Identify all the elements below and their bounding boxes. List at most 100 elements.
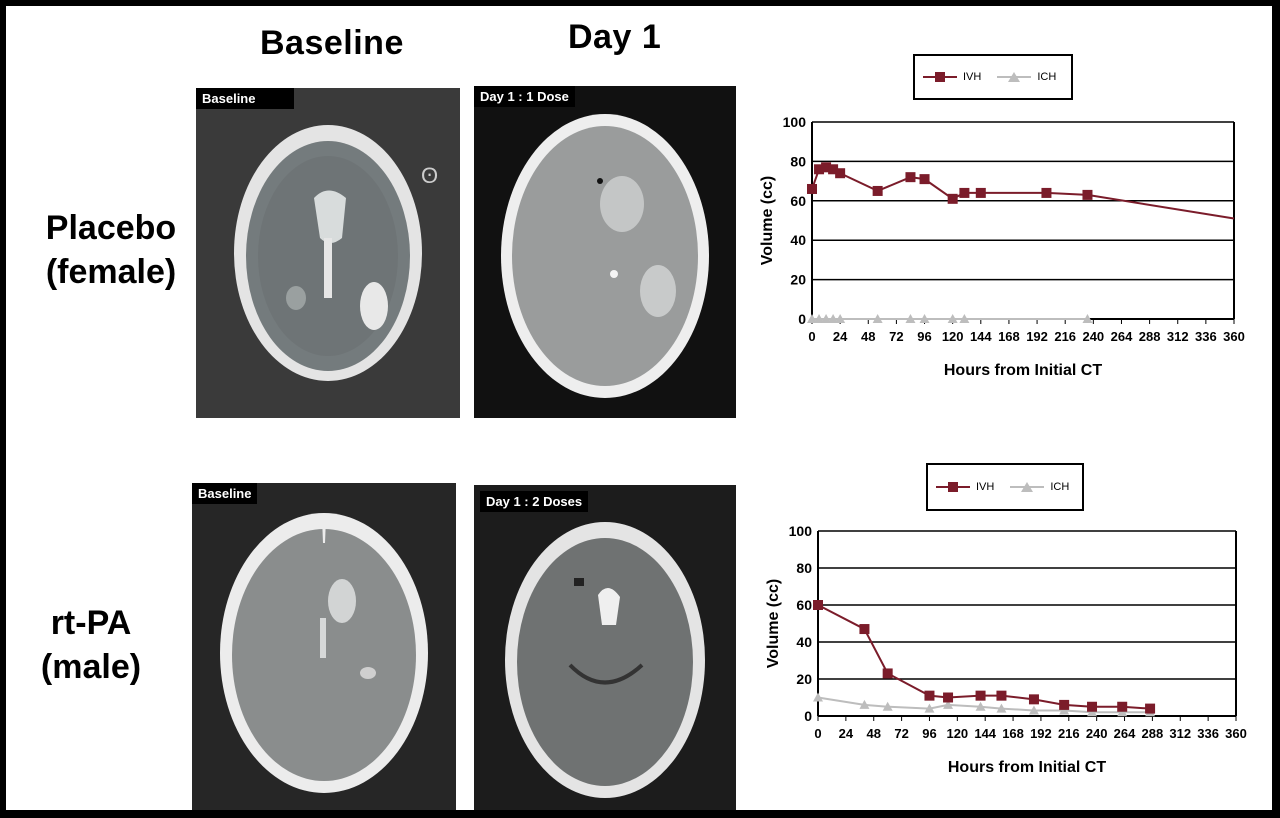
y-axis-title: Volume (cc) [765,579,782,669]
ct-image-rtpa-baseline [192,483,456,810]
xtick-label: 96 [917,329,931,344]
ich-point [1028,705,1039,715]
ich-point [813,692,823,702]
ich-point [872,314,883,323]
ytick-label: 20 [796,671,812,687]
ich-point [1087,707,1098,717]
ivh-point [814,164,825,175]
legend2-item-ivh: IVH [936,480,994,494]
xtick-label: 96 [922,726,936,741]
ivh-point [975,187,986,198]
xtick-label: 288 [1142,726,1164,741]
ich-point [1059,705,1070,715]
ich-point [919,314,930,323]
ct-image-placebo-baseline: ʘ [196,88,460,418]
xtick-label: 168 [1002,726,1024,741]
ivh-point [1041,187,1052,198]
ivh-point [872,185,883,196]
ytick-label: 40 [790,232,806,248]
xtick-label: 336 [1197,726,1219,741]
ivh-point [835,168,846,179]
chart-placebo: 0 20 40 60 80 100 0 24 48 72 96 120 144 168 192 216 240 2… [759,114,1245,379]
ivh-point [1082,189,1093,200]
ivh-point [859,624,870,635]
ytick-label: 20 [790,272,806,288]
ytick-label: 0 [804,708,812,724]
xtick-label: 120 [942,329,964,344]
scan-tag-rtpa-baseline: Baseline [192,483,258,504]
ivh-point [882,668,893,679]
ich-point [807,314,817,323]
chart-rtpa: 0 20 40 60 80 100 0 24 48 72 96 120 144 168 192 216 240 2… [765,523,1247,776]
row-label-rtpa-line1: rt-PA [50,604,132,642]
ytick-label: 100 [789,523,813,539]
ich-point [905,314,916,323]
row-label-placebo: Placebo (female) [26,206,196,294]
ct-scan-rtpa-day1: Day 1 : 2 Doses [474,485,736,810]
ich-point [882,701,893,711]
xtick-label: 72 [889,329,903,344]
legend-ivh-label: IVH [963,71,982,83]
ivh-point [947,193,958,204]
legend-ich-label: ICH [1037,71,1057,83]
ct-scan-rtpa-baseline: Baseline [192,483,456,810]
row-label-placebo-line1: Placebo [45,209,177,247]
scan-tag-placebo-baseline: Baseline [196,88,294,109]
ivh-point [943,692,954,703]
ivh-point [813,600,823,610]
legend-item-ivh: IVH [923,70,981,84]
legend2-ich-label: ICH [1050,481,1070,493]
xtick-label: 72 [894,726,908,741]
legend2-ivh-label: IVH [976,481,995,493]
ich-point [959,314,970,323]
xtick-label: 360 [1225,726,1247,741]
row-label-rtpa: rt-PA (male) [6,601,176,689]
column-header-day1: Day 1 [568,18,662,56]
legend2-ivh-swatch [936,482,970,492]
xtick-label: 168 [998,329,1020,344]
ivh-point [807,183,817,194]
xtick-label: 240 [1086,726,1108,741]
ct-scan-placebo-baseline: ʘ Baseline [196,88,460,418]
ytick-label: 100 [783,114,807,130]
ytick-label: 0 [798,311,806,327]
xtick-label: 144 [970,329,992,344]
x-axis-title: Hours from Initial CT [948,759,1106,776]
legend-item-ich: ICH [997,70,1056,84]
ivh-point [996,690,1007,701]
slide: Baseline Day 1 Placebo (female) rt-PA (m… [6,6,1272,810]
xtick-label: 312 [1169,726,1191,741]
ich-point [835,314,846,323]
ivh-point [919,174,930,185]
ivh-point [1145,703,1156,714]
svg-text:ʘ: ʘ [421,163,438,188]
ich-point [975,701,986,711]
xtick-label: 312 [1167,329,1189,344]
scan-tag-rtpa-day1: Day 1 : 2 Doses [480,491,589,512]
ich-point [943,699,954,709]
xtick-label: 264 [1111,329,1133,344]
scan-tag-placebo-day1: Day 1 : 1 Dose [474,86,575,107]
legend-ivh-swatch [923,72,957,82]
ich-point [1082,314,1093,323]
xtick-label: 48 [861,329,875,344]
ich-point [859,699,870,709]
legend2-ich-swatch [1010,482,1045,492]
ivh-point [828,164,839,175]
ivh-series-line [817,604,1151,710]
column-header-baseline: Baseline [260,24,404,62]
ct-scan-placebo-day1: Day 1 : 1 Dose [474,86,736,418]
ytick-label: 80 [790,153,806,169]
xtick-label: 144 [974,726,996,741]
legend2-item-ich: ICH [1010,480,1069,494]
ytick-label: 40 [796,634,812,650]
ivh-point [1087,701,1098,712]
ivh-point [821,162,832,173]
ivh-point [1059,699,1070,710]
ivh-trend-line [1087,193,1235,220]
ich-series-line [817,696,1151,714]
ich-point [814,314,825,323]
ivh-point [905,172,916,183]
xtick-label: 216 [1058,726,1080,741]
xtick-label: 216 [1054,329,1076,344]
